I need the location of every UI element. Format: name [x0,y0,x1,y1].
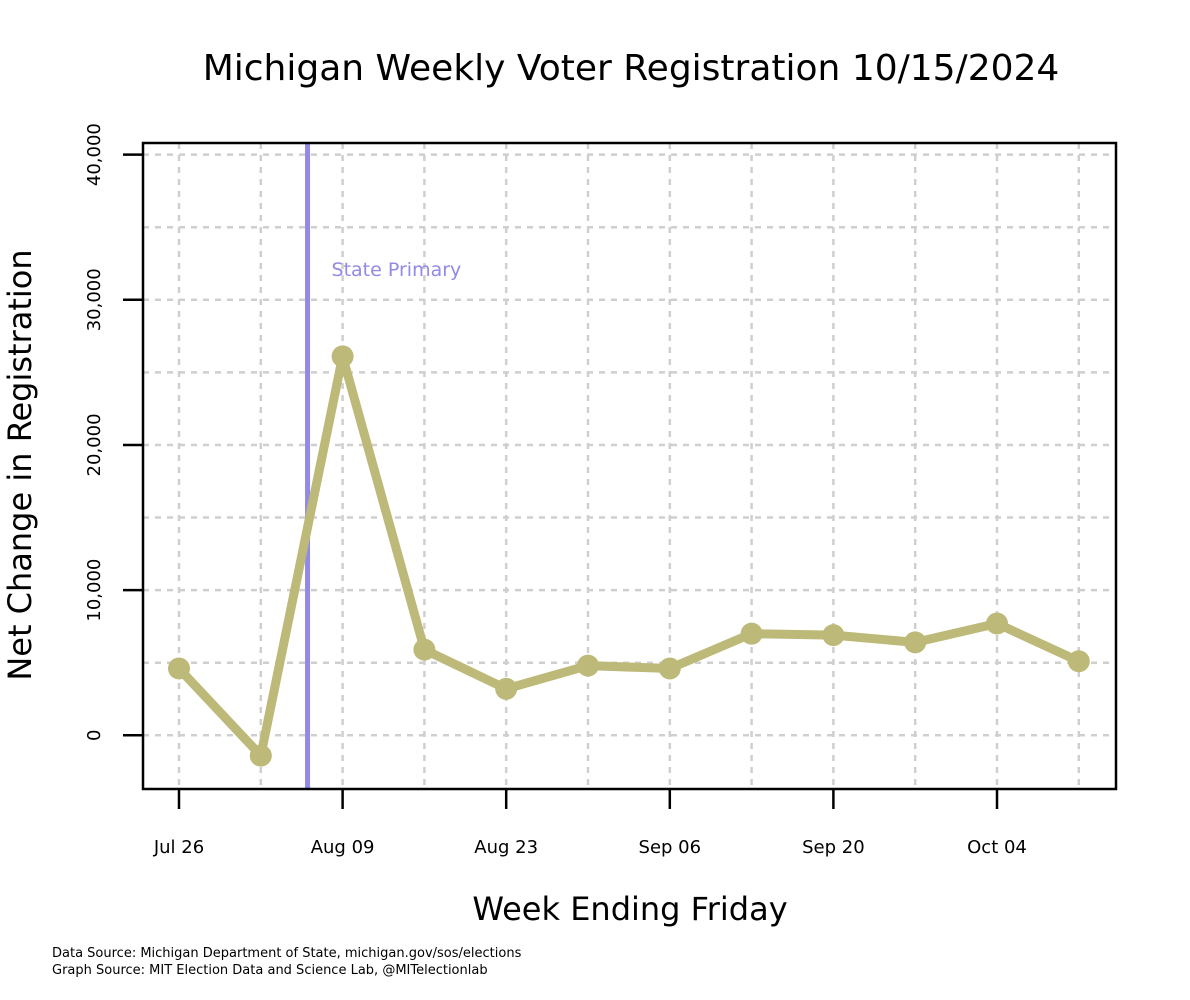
state-primary-label: State Primary [332,259,462,281]
data-point [822,624,845,647]
x-tick-label: Aug 09 [311,837,375,858]
y-tick-label: 0 [84,730,105,741]
x-tick-label: Jul 26 [153,837,204,858]
y-tick-label: 20,000 [84,413,105,476]
data-point [495,677,518,700]
data-point [904,631,927,654]
axes [141,141,1118,791]
data-point [658,657,681,680]
x-tick-label: Oct 04 [967,837,1027,858]
data-point [168,657,190,680]
primary-marker: State Primary [305,143,462,789]
plot-frame [141,141,1118,791]
y-axis-ticks: 0 10,000 20,000 30,000 40,000 [84,123,143,741]
series [168,345,1090,767]
x-axis-ticks: Jul 26 Aug 09 Aug 23 Sep 06 Sep 20 Oct 04 [153,789,1027,858]
y-axis-label: Net Change in Registration [1,249,39,681]
y-tick-label: 10,000 [84,559,105,622]
data-source-note: Data Source: Michigan Department of Stat… [52,946,522,961]
data-point [413,638,436,661]
data-point [986,612,1008,635]
y-tick-label: 40,000 [84,123,105,186]
graph-source-note: Graph Source: MIT Election Data and Scie… [52,963,488,978]
x-tick-label: Aug 23 [474,837,538,858]
x-tick-label: Sep 06 [639,837,702,858]
x-tick-label: Sep 20 [802,837,865,858]
y-tick-label: 30,000 [84,268,105,331]
series-line [174,351,1084,761]
data-point [331,345,354,368]
x-axis-label: Week Ending Friday [472,890,788,928]
data-point [249,744,272,767]
data-point [1067,650,1090,673]
gridlines [143,143,1116,789]
data-point [740,622,763,645]
chart-title: Michigan Weekly Voter Registration 10/15… [202,48,1060,89]
data-point [577,654,599,677]
